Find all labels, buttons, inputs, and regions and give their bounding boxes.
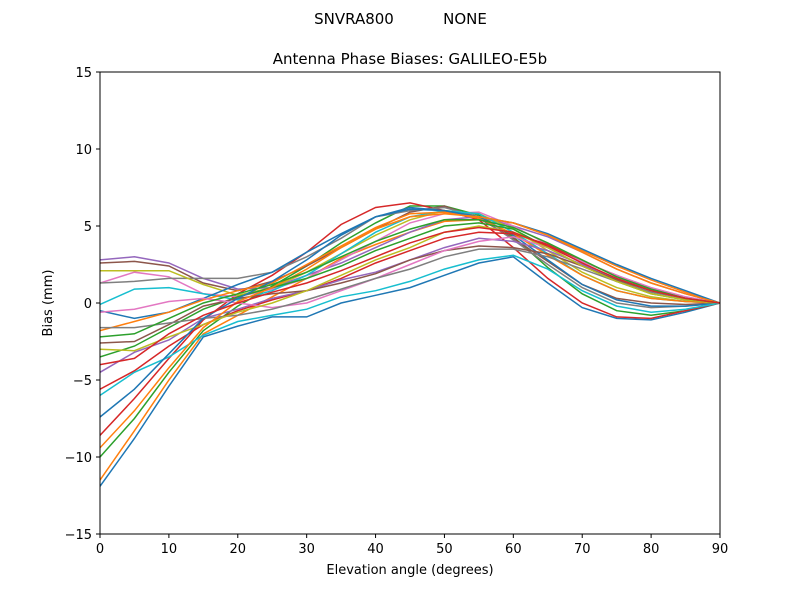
series-lines — [100, 202, 720, 487]
x-tick-label: 90 — [712, 542, 729, 557]
y-axis-label: Bias (mm) — [41, 270, 56, 337]
y-tick-label: 0 — [84, 297, 92, 312]
x-tick-label: 30 — [298, 542, 315, 557]
series-line-s7 — [100, 211, 720, 304]
y-axis: −15 −10 −5 0 5 10 15 — [65, 66, 100, 543]
y-tick-label: 15 — [75, 66, 92, 81]
y-tick-label: 10 — [75, 143, 92, 158]
series-line-s23 — [100, 219, 720, 338]
series-line-s8 — [100, 206, 720, 309]
series-line-s20 — [100, 254, 720, 397]
series-line-s3 — [100, 205, 720, 458]
series-line-s2 — [100, 219, 720, 481]
series-line-s6 — [100, 205, 720, 306]
series-line-s4 — [100, 202, 720, 436]
chart-title: Antenna Phase Biases: GALILEO-E5b — [273, 50, 547, 68]
x-tick-label: 40 — [367, 542, 384, 557]
x-tick-label: 20 — [230, 542, 247, 557]
series-line-s14 — [100, 231, 720, 390]
suptitle-right: NONE — [443, 10, 487, 28]
y-tick-label: −5 — [73, 374, 92, 389]
series-line-s17 — [100, 236, 720, 313]
y-tick-label: 5 — [84, 220, 92, 235]
x-axis-label: Elevation angle (degrees) — [326, 563, 493, 578]
x-tick-label: 80 — [643, 542, 660, 557]
x-tick-label: 60 — [505, 542, 522, 557]
series-line-s9 — [100, 209, 720, 304]
x-tick-label: 0 — [96, 542, 104, 557]
y-tick-label: −10 — [65, 451, 92, 466]
x-axis: 0 10 20 30 40 50 60 70 80 90 — [96, 534, 728, 557]
suptitle-left: SNVRA800 — [314, 10, 394, 28]
x-tick-label: 70 — [574, 542, 591, 557]
y-tick-label: −15 — [65, 528, 92, 543]
series-line-s16 — [100, 245, 720, 344]
series-line-s12 — [100, 211, 720, 332]
series-line-s1 — [100, 256, 720, 487]
series-line-s19 — [100, 225, 720, 352]
series-line-s24 — [100, 226, 720, 366]
x-tick-label: 50 — [436, 542, 453, 557]
series-line-s22 — [100, 212, 720, 449]
series-line-s21 — [100, 206, 720, 418]
x-tick-label: 10 — [161, 542, 178, 557]
